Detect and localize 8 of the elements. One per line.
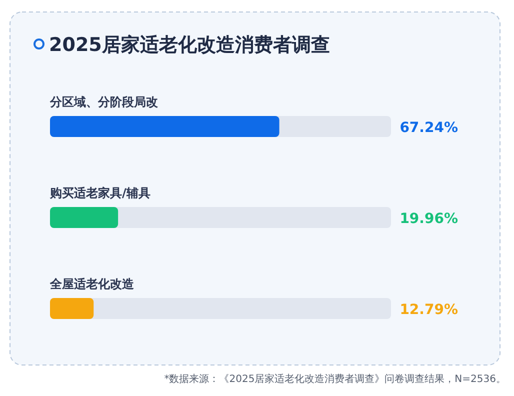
data-label: 19.96%: [400, 211, 458, 227]
data-label: 12.79%: [400, 302, 458, 318]
title: 2025居家适老化改造消费者调查: [49, 34, 330, 56]
data-label: 67.24%: [400, 120, 458, 136]
category-label: 全屋适老化改造: [50, 277, 134, 291]
category-label: 购买适老家具/辅具: [50, 186, 150, 200]
category-label: 分区域、分阶段局改: [50, 95, 158, 109]
annotation: *数据来源：《2025居家适老化改造消费者调查》问卷调查结果，N=2536。: [164, 374, 506, 385]
